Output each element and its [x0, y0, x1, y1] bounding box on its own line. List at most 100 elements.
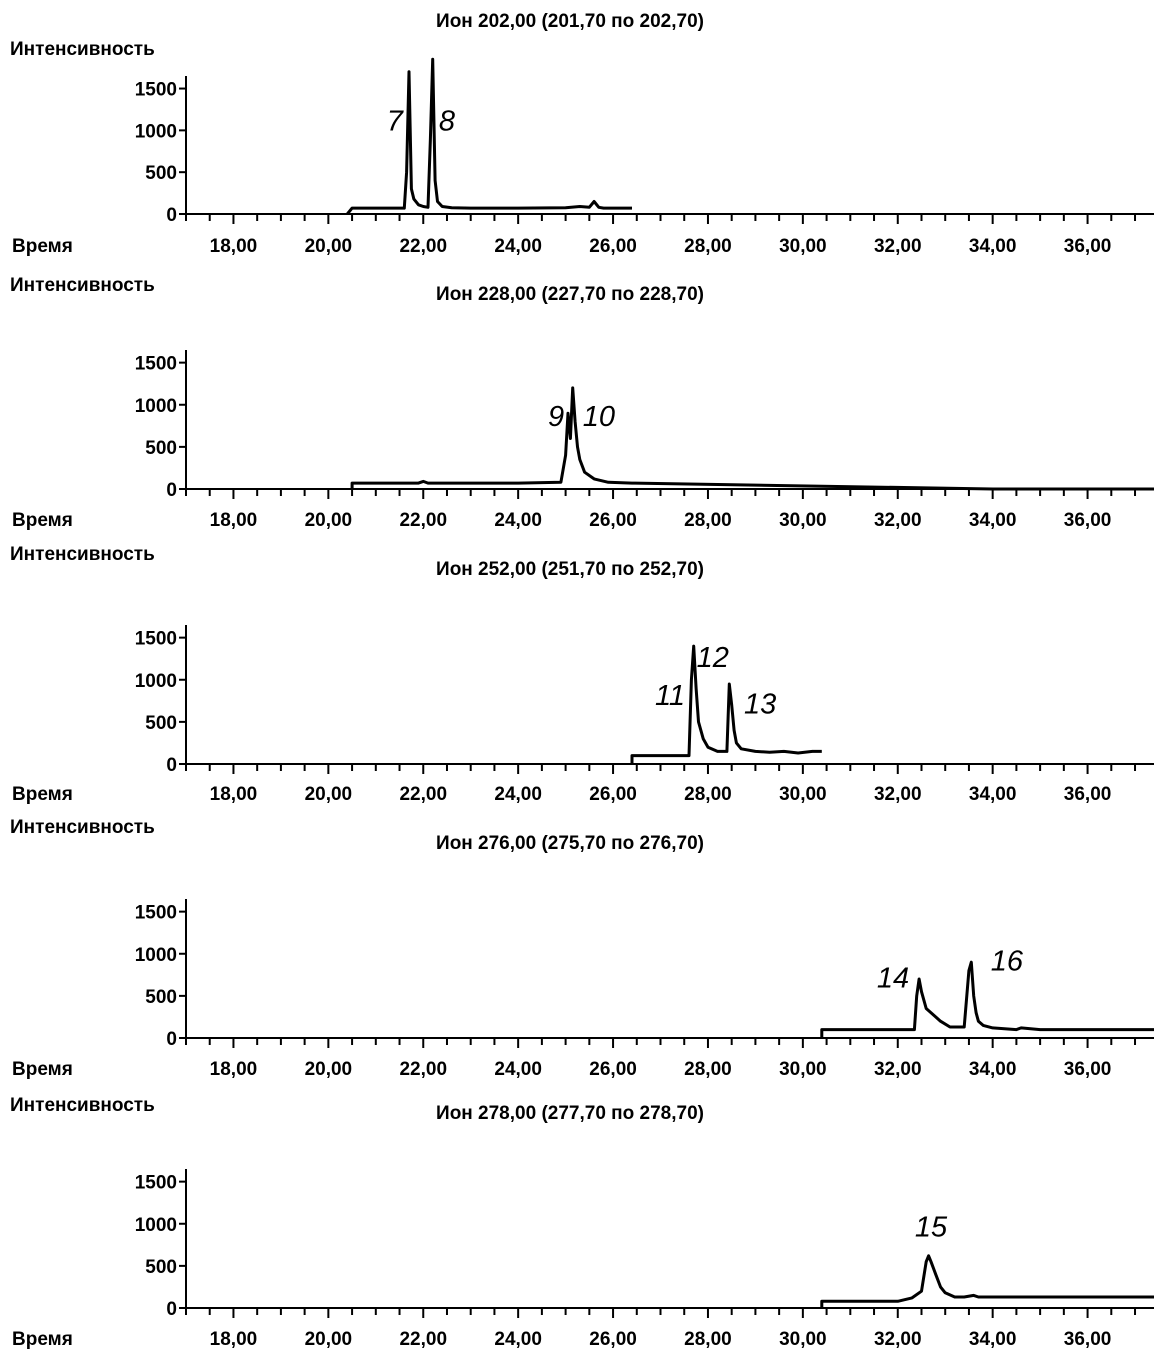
- y-tick-label: 1500: [135, 629, 177, 650]
- x-tick-label: 36,00: [1064, 1329, 1112, 1350]
- x-tick-label: 30,00: [779, 236, 827, 257]
- y-axis-label: Интенсивность: [10, 275, 155, 296]
- chart-panel-4: Ион 276,00 (275,70 по 276,70) Интенсивнос…: [10, 817, 1154, 1080]
- x-tick-label: 22,00: [399, 784, 447, 805]
- y-tick-label: 500: [145, 163, 177, 184]
- peak-label: 10: [583, 401, 615, 433]
- x-tick-label: 28,00: [684, 784, 732, 805]
- y-tick-label: 0: [166, 1299, 177, 1320]
- x-tick-label: 26,00: [589, 1329, 637, 1350]
- x-tick-label: 28,00: [684, 510, 732, 531]
- peak-label: 15: [915, 1211, 948, 1243]
- x-tick-label: 22,00: [399, 1059, 447, 1080]
- y-tick-label: 1500: [135, 354, 177, 375]
- x-axis-label: Время: [12, 236, 73, 257]
- chart-panel-3: Ион 252,00 (251,70 по 252,70) Интенсивнос…: [10, 544, 1154, 805]
- y-tick-label: 0: [166, 480, 177, 501]
- chart-title: Ион 252,00 (251,70 по 252,70): [436, 559, 704, 580]
- chart-panel-5: Ион 278,00 (277,70 по 278,70) Интенсивнос…: [10, 1095, 1154, 1350]
- y-tick-label: 0: [166, 755, 177, 776]
- x-tick-label: 34,00: [969, 784, 1017, 805]
- y-tick-label: 1000: [135, 121, 177, 142]
- peak-label: 11: [655, 680, 685, 712]
- peak-label: 12: [697, 642, 729, 674]
- x-tick-label: 20,00: [305, 784, 353, 805]
- x-tick-label: 22,00: [399, 236, 447, 257]
- x-axis-label: Время: [12, 510, 73, 531]
- x-axis-label: Время: [12, 784, 73, 805]
- x-tick-label: 26,00: [589, 1059, 637, 1080]
- x-tick-label: 18,00: [210, 236, 258, 257]
- chart-panel-2: Ион 228,00 (227,70 по 228,70) Интенсивнос…: [10, 275, 1154, 531]
- x-tick-label: 28,00: [684, 1329, 732, 1350]
- y-tick-label: 0: [166, 205, 177, 226]
- x-tick-label: 24,00: [494, 1059, 542, 1080]
- series-trace: [820, 960, 1154, 1038]
- y-tick-label: 1000: [135, 396, 177, 417]
- x-tick-label: 28,00: [684, 236, 732, 257]
- y-tick-label: 1500: [135, 903, 177, 924]
- x-tick-label: 32,00: [874, 510, 922, 531]
- x-tick-label: 34,00: [969, 1059, 1017, 1080]
- x-tick-label: 36,00: [1064, 510, 1112, 531]
- x-axis-label: Время: [12, 1059, 73, 1080]
- x-tick-label: 30,00: [779, 1329, 827, 1350]
- peak-label: 7: [387, 105, 405, 137]
- y-tick-label: 1000: [135, 671, 177, 692]
- y-axis-label: Интенсивность: [10, 1095, 155, 1116]
- series-trace: [630, 644, 822, 764]
- y-axis-label: Интенсивность: [10, 544, 155, 565]
- x-tick-label: 32,00: [874, 1329, 922, 1350]
- x-tick-label: 20,00: [305, 1059, 353, 1080]
- x-tick-label: 22,00: [399, 1329, 447, 1350]
- peak-label: 13: [744, 688, 776, 720]
- chart-title: Ион 278,00 (277,70 по 278,70): [436, 1103, 704, 1124]
- series-trace: [350, 386, 1154, 491]
- y-tick-label: 1500: [135, 80, 177, 101]
- x-tick-label: 30,00: [779, 1059, 827, 1080]
- peak-label: 14: [877, 962, 909, 994]
- x-tick-label: 32,00: [874, 784, 922, 805]
- y-tick-label: 1000: [135, 945, 177, 966]
- x-tick-label: 24,00: [494, 236, 542, 257]
- chart-panel-1: Ион 202,00 (201,70 по 202,70) Интенсивнос…: [10, 11, 1154, 257]
- x-tick-label: 30,00: [779, 784, 827, 805]
- x-tick-label: 18,00: [210, 784, 258, 805]
- x-tick-label: 30,00: [779, 510, 827, 531]
- series-trace: [820, 1254, 1154, 1308]
- x-tick-label: 34,00: [969, 236, 1017, 257]
- peak-label: 9: [548, 401, 564, 433]
- chart-title: Ион 228,00 (227,70 по 228,70): [436, 284, 704, 305]
- series-trace: [346, 57, 632, 215]
- y-tick-label: 1000: [135, 1215, 177, 1236]
- x-tick-label: 36,00: [1064, 784, 1112, 805]
- x-tick-label: 18,00: [210, 1059, 258, 1080]
- x-tick-label: 36,00: [1064, 236, 1112, 257]
- x-tick-label: 34,00: [969, 510, 1017, 531]
- x-tick-label: 18,00: [210, 510, 258, 531]
- x-tick-label: 24,00: [494, 1329, 542, 1350]
- y-tick-label: 0: [166, 1029, 177, 1050]
- y-tick-label: 500: [145, 713, 177, 734]
- x-tick-label: 36,00: [1064, 1059, 1112, 1080]
- y-axis-label: Интенсивность: [10, 817, 155, 838]
- x-tick-label: 32,00: [874, 1059, 922, 1080]
- x-tick-label: 18,00: [210, 1329, 258, 1350]
- x-tick-label: 24,00: [494, 784, 542, 805]
- x-tick-label: 26,00: [589, 236, 637, 257]
- x-tick-label: 28,00: [684, 1059, 732, 1080]
- x-tick-label: 26,00: [589, 784, 637, 805]
- x-axis-label: Время: [12, 1329, 73, 1350]
- x-tick-label: 24,00: [494, 510, 542, 531]
- peak-label: 16: [991, 946, 1024, 978]
- x-tick-label: 20,00: [305, 236, 353, 257]
- y-tick-label: 500: [145, 1257, 177, 1278]
- x-tick-label: 34,00: [969, 1329, 1017, 1350]
- x-tick-label: 22,00: [399, 510, 447, 531]
- x-tick-label: 32,00: [874, 236, 922, 257]
- peak-label: 8: [439, 105, 455, 137]
- y-axis-label: Интенсивность: [10, 39, 155, 60]
- x-tick-label: 26,00: [589, 510, 637, 531]
- y-tick-label: 1500: [135, 1173, 177, 1194]
